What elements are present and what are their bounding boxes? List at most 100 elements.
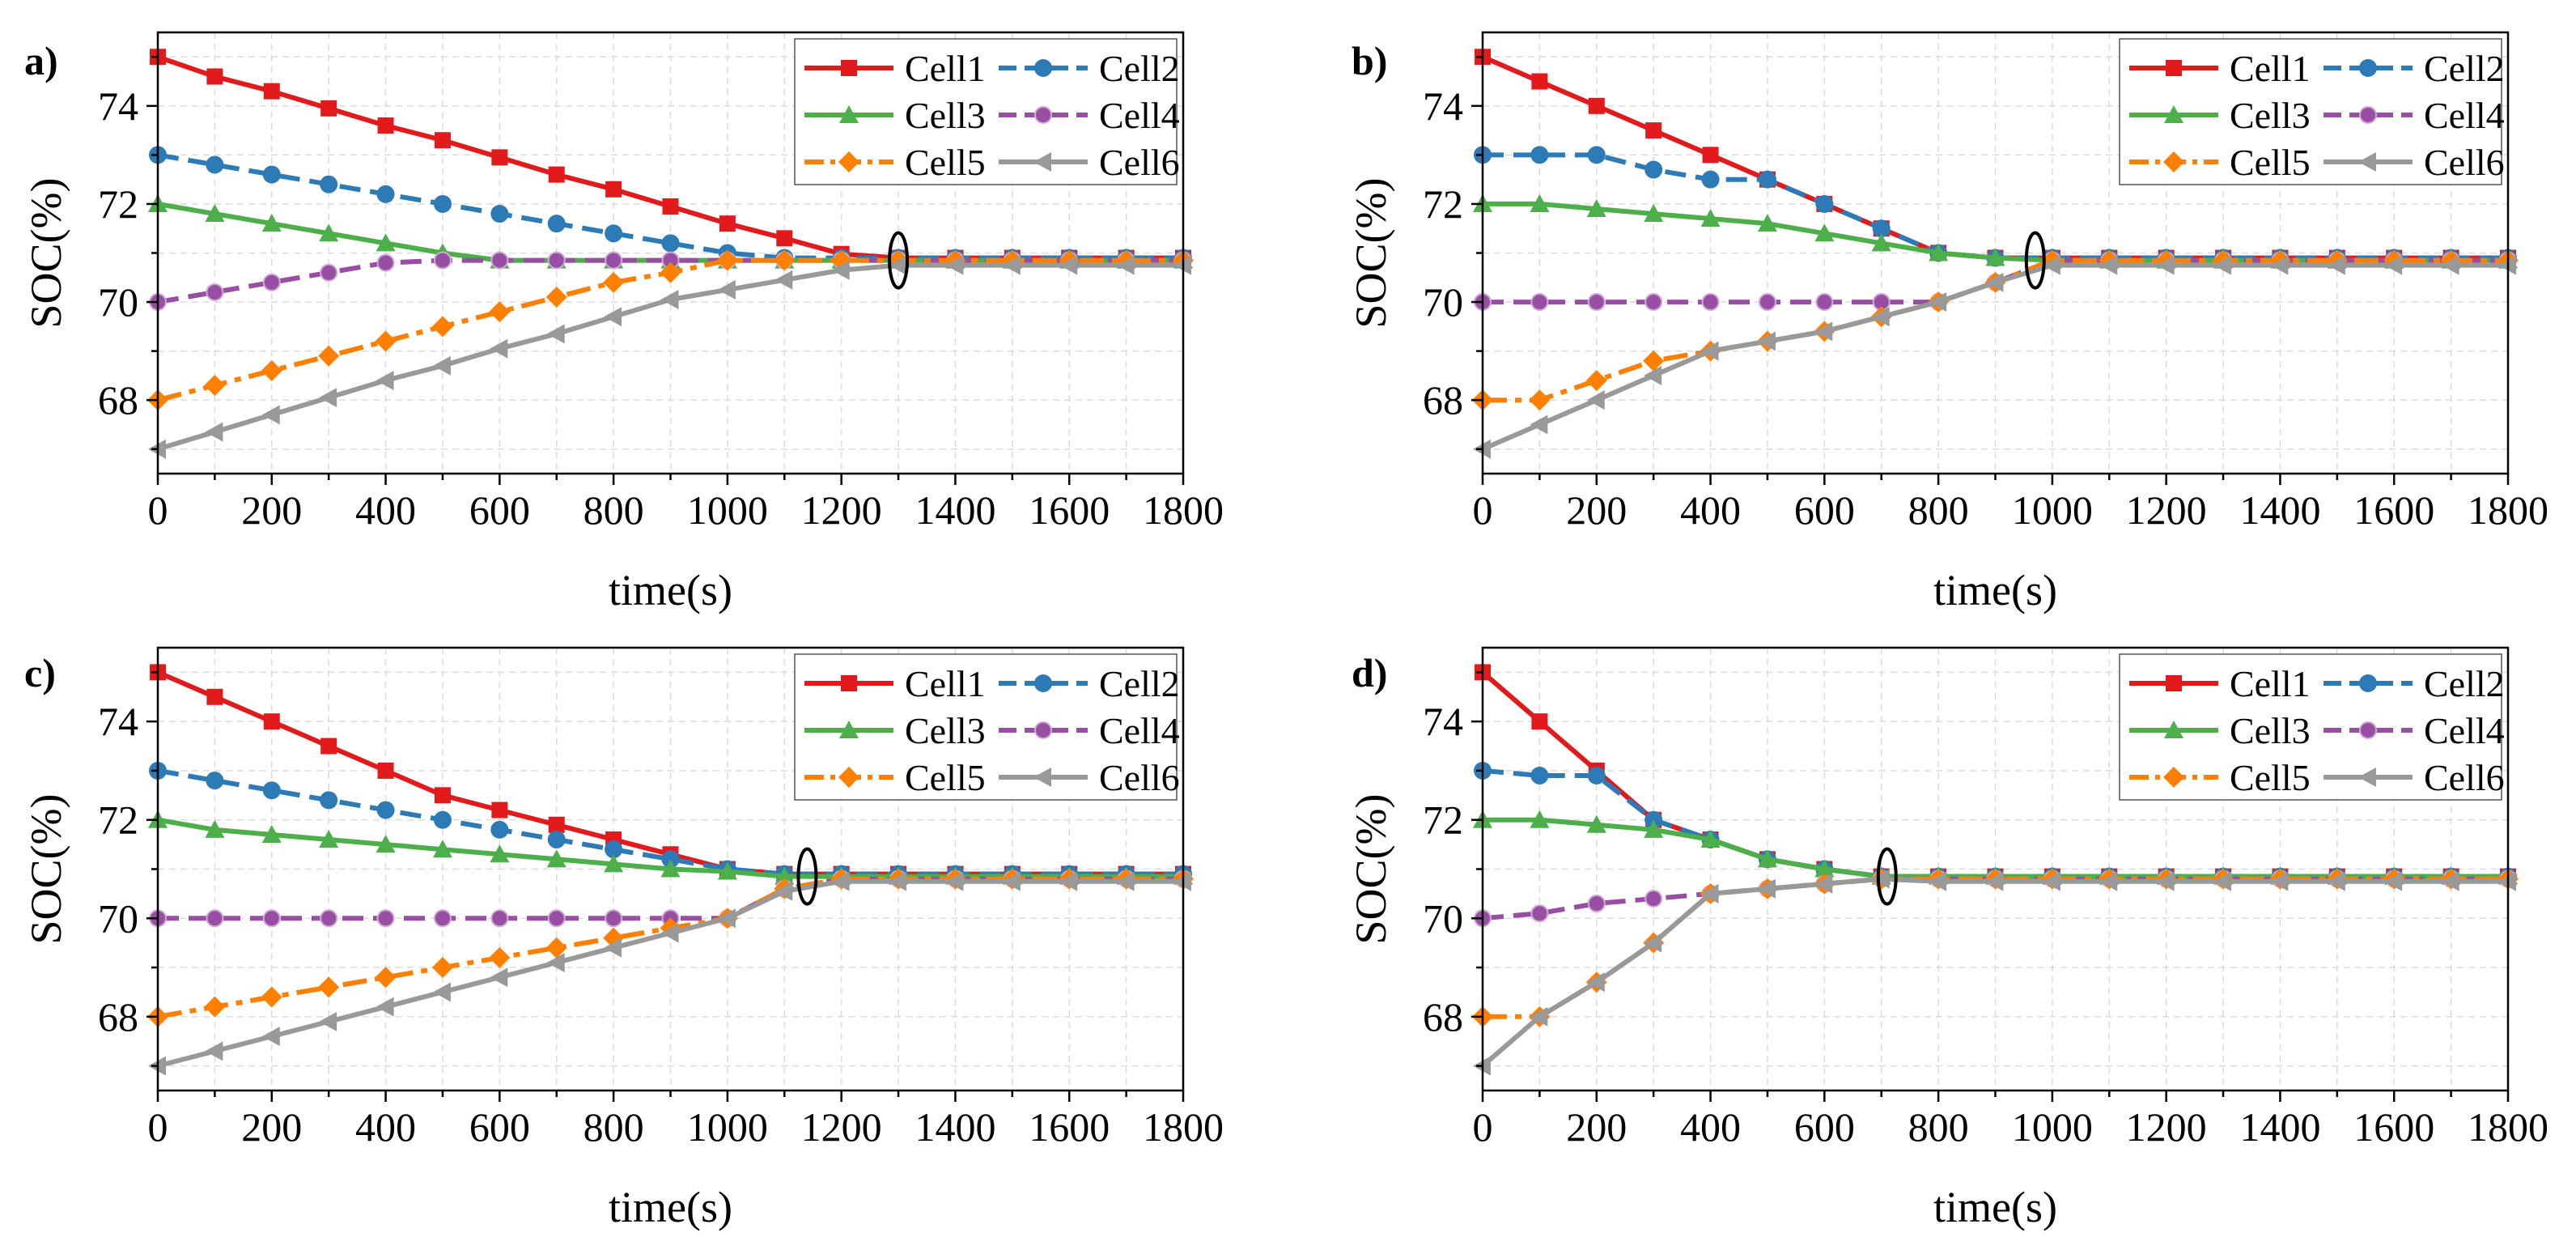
panel-2-point-cell6 (2384, 255, 2403, 275)
panel-1-y-axis: 68 70 72 74 SOC(%) (22, 56, 158, 450)
panel-3-point-cell4 (262, 909, 281, 928)
panel-2-y-axis-label: SOC(%) (1347, 178, 1395, 329)
panel-2-chart: 0 200 400 600 800 1000 1200 1400 1600 1800 time(s)… (1347, 31, 2548, 614)
panel-2-point-cell6 (2327, 255, 2345, 275)
panel-3-legend-marker-cell4 (1034, 721, 1052, 739)
panel-3-x-tick-label: 1200 (801, 1104, 882, 1150)
panel-1-point-cell6 (376, 370, 394, 390)
panel-4-point-cell3 (1530, 810, 1550, 828)
panel-2-x-tick-label: 1800 (2468, 487, 2548, 533)
panel-3-legend-label-cell5: Cell5 (905, 757, 986, 798)
panel-4-y-tick-label: 68 (1423, 994, 1463, 1040)
panel-4-point-cell6 (1871, 869, 1890, 889)
panel-1-y-tick-label: 72 (98, 181, 138, 227)
panel-1-y-axis-label: SOC(%) (22, 178, 70, 329)
panel-3-point-cell5 (489, 946, 511, 968)
panel-3-point-cell2 (661, 850, 680, 869)
panel-4-point-cell6 (2327, 871, 2345, 891)
panel-1-point-cell6 (261, 405, 280, 425)
panel-1-point-cell1 (320, 100, 337, 117)
panel-3-point-cell6 (205, 1041, 223, 1061)
panel-3-x-tick-label: 800 (584, 1104, 644, 1150)
panel-1-series (147, 49, 1194, 459)
panel-3-point-cell3 (717, 861, 737, 880)
panel-3-point-cell6 (1059, 871, 1078, 891)
panel-2-y-axis: 68 70 72 74 SOC(%) (1347, 56, 1483, 450)
panel-4-point-cell3 (1700, 830, 1721, 848)
panel-4-chart: 0 200 400 600 800 1000 1200 1400 1600 1800 time(s)… (1347, 646, 2548, 1231)
panel-2-point-cell3 (1700, 209, 1721, 227)
panel-2-point-cell4 (1758, 293, 1776, 312)
panel-4-point-cell4 (1644, 889, 1663, 908)
panel-3-convergence-marker (796, 847, 818, 906)
panel-3-point-cell3 (261, 824, 282, 843)
panel-2-point-cell2 (1587, 146, 1606, 164)
panel-4-legend-label-cell5: Cell5 (2230, 757, 2311, 798)
panel-1-legend-label-cell2: Cell2 (1099, 48, 1180, 89)
panel-3-point-cell6 (604, 938, 622, 958)
panel-1-y-tick-label: 74 (98, 83, 138, 129)
panel-1-x-tick-label: 1200 (801, 487, 882, 533)
panel-3-legend-label-cell1: Cell1 (905, 663, 986, 704)
panel-3-point-cell6 (1002, 871, 1021, 891)
panel-1-y-tick-label: 68 (98, 377, 138, 423)
panel-3-point-cell5 (545, 937, 567, 959)
panel-4-label: d) (1352, 650, 1387, 695)
panel-2-point-cell6 (2099, 255, 2118, 275)
panel-3-point-cell6 (831, 871, 850, 891)
panel-2-y-tick-label: 74 (1423, 83, 1463, 129)
panel-4-point-cell2 (1587, 767, 1606, 785)
panel-3-legend-marker-cell2 (1034, 674, 1052, 692)
panel-2-y-tick-label: 68 (1423, 377, 1463, 423)
panel-4-legend: Cell1 Cell2 Cell3 Cell4 Cell5 Cell6 (2119, 653, 2505, 801)
panel-3-legend-marker-cell1 (841, 675, 857, 691)
panel-3-point-cell6 (319, 1011, 337, 1031)
panel-2-series (1472, 49, 2519, 459)
panel-3-point-cell5 (431, 957, 453, 979)
panel-1-legend-label-cell3: Cell3 (905, 95, 986, 136)
panel-1-point-cell3 (319, 223, 339, 242)
panel-1-point-cell6 (774, 270, 793, 290)
panel-1-point-cell5 (716, 249, 738, 271)
panel-1-x-tick-label: 600 (469, 487, 530, 533)
panel-1-point-cell6 (604, 307, 622, 327)
panel-4-point-cell6 (2270, 871, 2289, 891)
panel-1-point-cell1 (434, 132, 451, 149)
panel-3-point-cell6 (717, 908, 736, 929)
panel-3-point-cell2 (262, 781, 281, 800)
panel-4-point-cell3 (1757, 849, 1777, 868)
panel-1-point-cell1 (662, 198, 679, 215)
panel-3-y-tick-label: 70 (98, 895, 138, 941)
panel-3-point-cell3 (604, 854, 624, 873)
panel-1-point-cell5 (660, 261, 681, 283)
panel-2-point-cell6 (1929, 292, 1947, 312)
panel-2-y-tick-label: 72 (1423, 181, 1463, 227)
panel-4-point-cell2 (1530, 767, 1549, 785)
panel-1-point-cell4 (206, 283, 224, 301)
panel-4-legend-marker-cell5 (2163, 767, 2184, 788)
panel-4-point-cell6 (1985, 871, 2004, 891)
panel-3-legend-marker-cell3 (839, 721, 859, 738)
panel-3-point-cell2 (490, 820, 509, 839)
panel-2-label: b) (1352, 38, 1387, 83)
panel-3-point-cell1 (377, 762, 394, 779)
panel-3-point-cell4 (206, 909, 224, 928)
panel-1-point-cell5 (603, 271, 625, 293)
panel-2-legend-marker-cell6 (2358, 152, 2376, 172)
panel-3-x-tick-label: 1400 (915, 1104, 995, 1150)
panel-2-legend-label-cell3: Cell3 (2230, 95, 2311, 136)
panel-1-x-tick-label: 400 (355, 487, 416, 533)
panel-4-x-axis-label: time(s) (1933, 1183, 2057, 1231)
panel-1-point-cell6 (490, 338, 508, 359)
panel-3-point-cell2 (605, 840, 623, 859)
panel-2-point-cell6 (1530, 415, 1548, 435)
panel-4-y-axis: 68 70 72 74 SOC(%) (1347, 671, 1483, 1067)
panel-1-point-cell5 (375, 330, 397, 352)
panel-2-y-tick-label: 70 (1423, 279, 1463, 325)
panel-1-legend-marker-cell6 (1033, 152, 1051, 172)
panel-1-point-cell2 (661, 234, 680, 253)
panel-3-point-cell6 (376, 997, 394, 1017)
panel-4-legend-label-cell3: Cell3 (2230, 710, 2311, 751)
panel-1-point-cell6 (1002, 255, 1021, 275)
panel-1-point-cell6 (432, 355, 451, 376)
